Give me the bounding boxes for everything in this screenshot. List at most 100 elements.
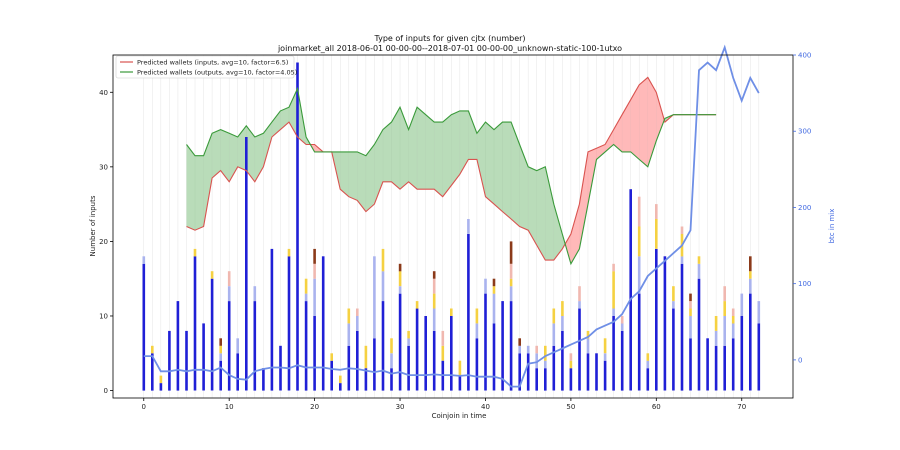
- bar-segment: [492, 323, 496, 391]
- wallet-band-segment: [365, 144, 375, 212]
- wallet-band-segment: [476, 122, 486, 197]
- bar-segment: [612, 316, 615, 391]
- x-tick-label: 60: [652, 403, 661, 411]
- bar-segment: [270, 248, 274, 391]
- bar-segment: [697, 278, 701, 391]
- bar-segment: [552, 323, 556, 346]
- bar-segment: [381, 271, 385, 301]
- y-tick-label: 10: [99, 312, 108, 320]
- bar-segment: [415, 301, 419, 309]
- bar-segment: [629, 189, 632, 391]
- bar-segment: [313, 278, 316, 316]
- bar-segment: [432, 271, 436, 279]
- bar-segment: [749, 256, 752, 272]
- bar-segment: [441, 345, 445, 361]
- bar-segment: [245, 137, 248, 391]
- bar-segment: [680, 256, 684, 264]
- bar-segment: [561, 301, 564, 316]
- bar-segment: [731, 316, 735, 324]
- bar-segment: [689, 316, 692, 339]
- bar-segment: [706, 338, 709, 391]
- bar-segment: [304, 301, 308, 391]
- x-tick-label: 70: [737, 403, 746, 411]
- wallet-band-segment: [639, 77, 648, 167]
- wallet-band-segment: [391, 107, 400, 190]
- bar-segment: [492, 293, 496, 324]
- bar-segment: [509, 278, 513, 287]
- bar-segment: [552, 345, 556, 391]
- bar-segment: [202, 323, 205, 391]
- wallet-band-segment: [656, 92, 665, 141]
- bar-segment: [552, 308, 556, 324]
- bar-segment: [356, 316, 359, 331]
- bar-segment: [262, 368, 265, 391]
- bar-segment: [731, 323, 735, 339]
- wallet-band-segment: [408, 107, 418, 190]
- bar-segment: [646, 368, 650, 391]
- y-tick-label: 30: [99, 163, 108, 171]
- wallet-band-segment: [630, 84, 640, 160]
- bar-segment: [561, 330, 564, 391]
- bar-segment: [219, 338, 222, 346]
- bar-segment: [578, 286, 581, 302]
- bar-segment: [176, 301, 180, 391]
- bar-segment: [672, 286, 675, 302]
- bar-segment: [287, 248, 291, 257]
- bar-segment: [142, 256, 146, 264]
- bar-segment: [612, 308, 615, 316]
- bar-segment: [424, 316, 427, 391]
- y-tick-label: 20: [99, 238, 108, 246]
- bar-segment: [484, 278, 487, 294]
- wallet-band-segment: [212, 129, 221, 178]
- bar-segment: [304, 278, 308, 294]
- bar-segment: [390, 338, 393, 354]
- wallet-band-segment: [374, 129, 383, 205]
- wallet-band-segment: [271, 110, 281, 137]
- y2-tick-label: 0: [798, 356, 802, 364]
- wallet-band-segment: [203, 133, 213, 227]
- bar-segment: [330, 360, 333, 391]
- bar-segment: [637, 196, 641, 227]
- bar-segment: [432, 278, 436, 294]
- bar-segment: [432, 330, 436, 391]
- wallet-band-segment: [553, 204, 563, 261]
- wallet-outputs-line: [186, 86, 717, 266]
- bar-segment: [603, 353, 607, 361]
- wallet-band-segment: [442, 114, 452, 197]
- bar-segment: [586, 338, 590, 354]
- bar-segment: [253, 301, 257, 391]
- bar-segment: [655, 248, 658, 391]
- bar-segment: [689, 338, 692, 391]
- bar-segment: [637, 226, 641, 257]
- bar-segment: [236, 353, 239, 391]
- bar-segment: [723, 286, 726, 302]
- bar-segment: [219, 353, 222, 361]
- bar-segment: [655, 219, 658, 249]
- bar-segment: [467, 234, 470, 391]
- bar-segment: [749, 271, 752, 279]
- wallet-band-segment: [246, 125, 255, 182]
- bar-segment: [492, 278, 496, 287]
- bar-segment: [526, 345, 530, 354]
- plot-frame: [112, 54, 794, 399]
- bar-segment: [347, 308, 351, 324]
- bar-segment: [313, 248, 316, 264]
- legend-label-inputs: Predicted wallets (inputs, avg=10, facto…: [137, 59, 288, 67]
- bar-segment: [586, 330, 590, 339]
- bar-segment: [398, 293, 402, 391]
- bar-segment: [518, 353, 521, 391]
- bar-segment: [159, 375, 163, 384]
- bar-segment: [646, 353, 650, 361]
- bar-segment: [680, 263, 684, 391]
- chart-title: Type of inputs for given cjtx (number): [373, 34, 525, 43]
- bar-segment: [407, 338, 410, 346]
- bar-segment: [475, 308, 479, 324]
- bar-segment: [415, 308, 419, 391]
- bar-segment: [535, 368, 538, 391]
- wallet-band-segment: [237, 125, 247, 171]
- bar-segment: [603, 338, 607, 354]
- bar-segment: [330, 353, 333, 361]
- x-tick-label: 10: [225, 403, 234, 411]
